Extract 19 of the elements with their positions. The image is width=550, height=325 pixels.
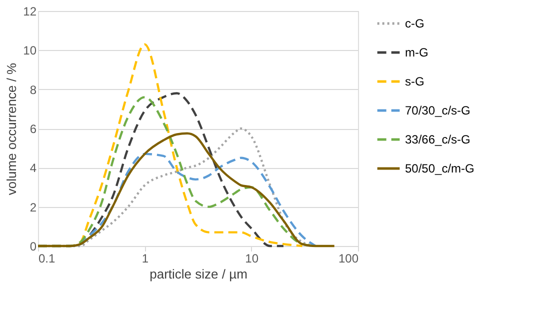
y-tick-label: 4	[30, 161, 37, 176]
y-tick-label: 0	[30, 240, 37, 254]
x-tick-label: 10	[245, 252, 259, 266]
y-tick-label: 2	[30, 200, 37, 214]
y-tick-label: 10	[23, 44, 37, 58]
legend-label: 70/30_c/s-G	[405, 104, 470, 118]
legend-label: s-G	[405, 74, 424, 88]
y-axis-title: volume occurrence / %	[4, 62, 20, 196]
x-tick-label: 1	[142, 252, 149, 266]
x-tick-label: 0.1	[38, 252, 56, 266]
y-tick-label: 12	[23, 4, 37, 18]
legend-label: 33/66_c/s-G	[405, 132, 470, 146]
y-tick-label: 6	[30, 122, 37, 136]
y-tick-label: 8	[30, 82, 37, 97]
x-tick-label: 100	[338, 252, 359, 266]
x-axis-title: particle size / µm	[150, 266, 248, 282]
legend-label: c-G	[405, 16, 424, 30]
legend-label: 50/50_c/m-G	[405, 162, 474, 176]
legend-label: m-G	[405, 46, 428, 60]
